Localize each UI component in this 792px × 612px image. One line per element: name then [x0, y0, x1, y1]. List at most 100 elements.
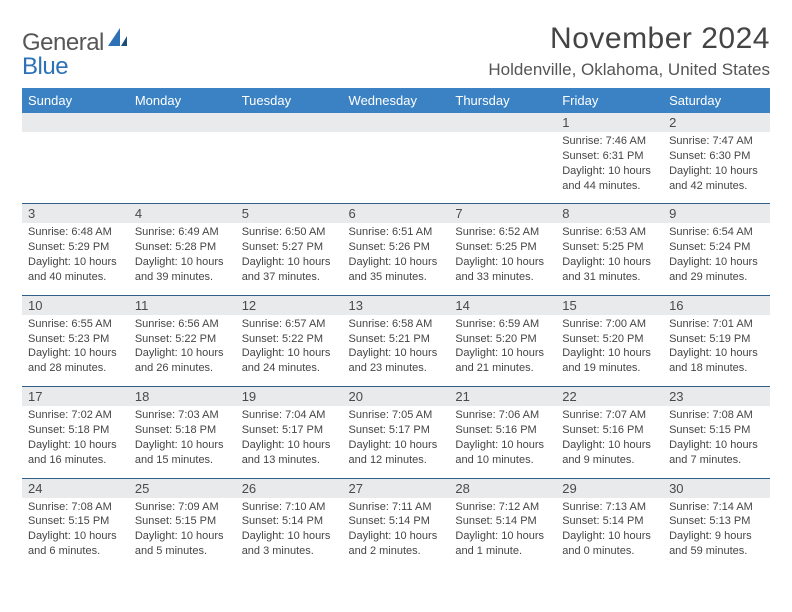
sunrise-line: Sunrise: 7:08 AM [669, 408, 764, 423]
sunset-line: Sunset: 5:13 PM [669, 514, 764, 529]
day-info-row: Sunrise: 6:55 AMSunset: 5:23 PMDaylight:… [22, 315, 770, 387]
day-number-cell: 18 [129, 387, 236, 407]
sail-icon [105, 26, 129, 50]
sunrise-line: Sunrise: 7:09 AM [135, 500, 230, 515]
sunset-line: Sunset: 5:28 PM [135, 240, 230, 255]
day-info-cell [449, 132, 556, 204]
sunset-line: Sunset: 5:17 PM [349, 423, 444, 438]
day-number-cell: 28 [449, 478, 556, 498]
sunrise-line: Sunrise: 6:51 AM [349, 225, 444, 240]
dow-header: Saturday [663, 88, 770, 113]
day-info-cell: Sunrise: 7:46 AMSunset: 6:31 PMDaylight:… [556, 132, 663, 204]
day-number-row: 10111213141516 [22, 295, 770, 315]
day-info-cell: Sunrise: 6:53 AMSunset: 5:25 PMDaylight:… [556, 223, 663, 295]
logo-text: General Blue [22, 26, 129, 79]
dow-header: Tuesday [236, 88, 343, 113]
sunset-line: Sunset: 5:22 PM [135, 332, 230, 347]
month-title: November 2024 [488, 22, 770, 56]
day-info-cell: Sunrise: 6:59 AMSunset: 5:20 PMDaylight:… [449, 315, 556, 387]
sunrise-line: Sunrise: 6:48 AM [28, 225, 123, 240]
day-info-cell: Sunrise: 6:54 AMSunset: 5:24 PMDaylight:… [663, 223, 770, 295]
day-number-cell: 4 [129, 204, 236, 224]
day-info-cell: Sunrise: 7:07 AMSunset: 5:16 PMDaylight:… [556, 406, 663, 478]
daylight-line: Daylight: 10 hours and 10 minutes. [455, 438, 550, 468]
daylight-line: Daylight: 10 hours and 3 minutes. [242, 529, 337, 559]
dow-header: Sunday [22, 88, 129, 113]
title-block: November 2024 Holdenville, Oklahoma, Uni… [488, 22, 770, 80]
sunset-line: Sunset: 5:18 PM [135, 423, 230, 438]
daylight-line: Daylight: 10 hours and 26 minutes. [135, 346, 230, 376]
day-info-cell: Sunrise: 7:13 AMSunset: 5:14 PMDaylight:… [556, 498, 663, 569]
day-number-cell: 30 [663, 478, 770, 498]
daylight-line: Daylight: 10 hours and 5 minutes. [135, 529, 230, 559]
sunset-line: Sunset: 5:15 PM [669, 423, 764, 438]
day-number-cell: 2 [663, 113, 770, 132]
day-number-cell: 10 [22, 295, 129, 315]
daylight-line: Daylight: 10 hours and 28 minutes. [28, 346, 123, 376]
day-info-cell: Sunrise: 6:57 AMSunset: 5:22 PMDaylight:… [236, 315, 343, 387]
sunrise-line: Sunrise: 7:05 AM [349, 408, 444, 423]
daylight-line: Daylight: 10 hours and 9 minutes. [562, 438, 657, 468]
sunset-line: Sunset: 5:21 PM [349, 332, 444, 347]
day-number-cell: 16 [663, 295, 770, 315]
sunset-line: Sunset: 5:17 PM [242, 423, 337, 438]
sunset-line: Sunset: 5:15 PM [28, 514, 123, 529]
location: Holdenville, Oklahoma, United States [488, 60, 770, 80]
dow-header: Thursday [449, 88, 556, 113]
sunset-line: Sunset: 5:25 PM [455, 240, 550, 255]
sunrise-line: Sunrise: 6:59 AM [455, 317, 550, 332]
day-info-cell [236, 132, 343, 204]
day-info-cell: Sunrise: 7:08 AMSunset: 5:15 PMDaylight:… [22, 498, 129, 569]
day-info-cell [129, 132, 236, 204]
day-info-row: Sunrise: 7:46 AMSunset: 6:31 PMDaylight:… [22, 132, 770, 204]
day-info-cell: Sunrise: 7:09 AMSunset: 5:15 PMDaylight:… [129, 498, 236, 569]
sunrise-line: Sunrise: 7:47 AM [669, 134, 764, 149]
daylight-line: Daylight: 10 hours and 35 minutes. [349, 255, 444, 285]
sunrise-line: Sunrise: 7:01 AM [669, 317, 764, 332]
day-info-cell: Sunrise: 7:08 AMSunset: 5:15 PMDaylight:… [663, 406, 770, 478]
day-number-cell [22, 113, 129, 132]
day-number-cell: 14 [449, 295, 556, 315]
day-number-row: 3456789 [22, 204, 770, 224]
sunrise-line: Sunrise: 6:50 AM [242, 225, 337, 240]
day-number-cell: 22 [556, 387, 663, 407]
sunset-line: Sunset: 5:25 PM [562, 240, 657, 255]
day-number-cell: 1 [556, 113, 663, 132]
daylight-line: Daylight: 10 hours and 31 minutes. [562, 255, 657, 285]
day-info-row: Sunrise: 7:08 AMSunset: 5:15 PMDaylight:… [22, 498, 770, 569]
dow-header: Monday [129, 88, 236, 113]
day-number-cell: 13 [343, 295, 450, 315]
day-number-cell: 26 [236, 478, 343, 498]
day-info-cell: Sunrise: 6:48 AMSunset: 5:29 PMDaylight:… [22, 223, 129, 295]
sunrise-line: Sunrise: 6:55 AM [28, 317, 123, 332]
logo: General Blue [22, 22, 129, 79]
sunset-line: Sunset: 5:24 PM [669, 240, 764, 255]
daylight-line: Daylight: 10 hours and 2 minutes. [349, 529, 444, 559]
daylight-line: Daylight: 10 hours and 1 minute. [455, 529, 550, 559]
day-number-cell: 19 [236, 387, 343, 407]
daylight-line: Daylight: 10 hours and 21 minutes. [455, 346, 550, 376]
day-info-cell: Sunrise: 7:12 AMSunset: 5:14 PMDaylight:… [449, 498, 556, 569]
sunset-line: Sunset: 5:27 PM [242, 240, 337, 255]
day-info-row: Sunrise: 6:48 AMSunset: 5:29 PMDaylight:… [22, 223, 770, 295]
sunset-line: Sunset: 5:16 PM [455, 423, 550, 438]
logo-general: General [22, 29, 104, 56]
daylight-line: Daylight: 9 hours and 59 minutes. [669, 529, 764, 559]
day-info-cell: Sunrise: 7:00 AMSunset: 5:20 PMDaylight:… [556, 315, 663, 387]
daylight-line: Daylight: 10 hours and 40 minutes. [28, 255, 123, 285]
day-info-cell: Sunrise: 7:04 AMSunset: 5:17 PMDaylight:… [236, 406, 343, 478]
sunset-line: Sunset: 5:26 PM [349, 240, 444, 255]
daylight-line: Daylight: 10 hours and 6 minutes. [28, 529, 123, 559]
dow-row: SundayMondayTuesdayWednesdayThursdayFrid… [22, 88, 770, 113]
sunset-line: Sunset: 5:23 PM [28, 332, 123, 347]
sunset-line: Sunset: 5:14 PM [349, 514, 444, 529]
sunrise-line: Sunrise: 7:14 AM [669, 500, 764, 515]
dow-header: Wednesday [343, 88, 450, 113]
sunrise-line: Sunrise: 7:12 AM [455, 500, 550, 515]
day-number-cell: 20 [343, 387, 450, 407]
day-number-cell: 11 [129, 295, 236, 315]
day-number-cell: 27 [343, 478, 450, 498]
daylight-line: Daylight: 10 hours and 24 minutes. [242, 346, 337, 376]
day-number-cell [449, 113, 556, 132]
day-info-cell: Sunrise: 6:52 AMSunset: 5:25 PMDaylight:… [449, 223, 556, 295]
